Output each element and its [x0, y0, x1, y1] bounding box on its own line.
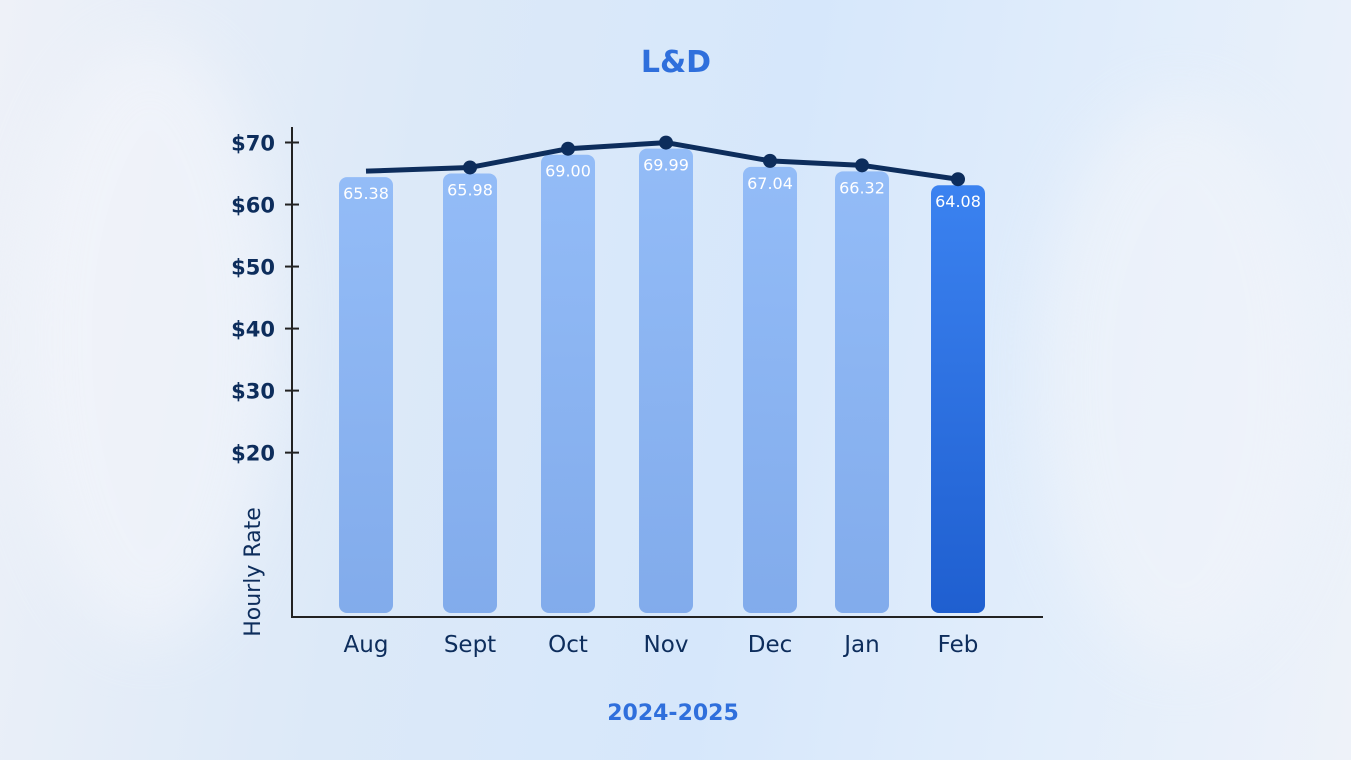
background-blob	[1040, 100, 1320, 660]
x-tick-label: Oct	[548, 632, 588, 658]
y-tick-label: $60	[231, 194, 275, 218]
x-tick-label: Jan	[842, 632, 879, 658]
data-label: 69.00	[545, 162, 591, 181]
line-point	[659, 135, 673, 150]
bar-oct	[541, 154, 595, 613]
x-tick-label: Sept	[444, 632, 496, 658]
x-tick-label: Feb	[938, 632, 979, 658]
bar-dec	[743, 166, 797, 613]
chart-title: L&D	[641, 45, 711, 80]
y-axis-label: Hourly Rate	[241, 507, 266, 637]
background-blob	[20, 40, 280, 640]
bar-aug	[339, 177, 393, 613]
line-point	[951, 172, 965, 187]
y-tick-label: $20	[231, 442, 275, 466]
x-tick-label: Dec	[748, 632, 793, 658]
bar-sept	[443, 173, 497, 614]
data-label: 69.99	[643, 156, 689, 175]
data-label: 66.32	[839, 178, 885, 197]
y-tick-label: $30	[231, 380, 275, 404]
data-label: 65.38	[343, 184, 389, 203]
y-tick-label: $70	[231, 132, 275, 156]
bar-jan	[835, 171, 889, 613]
y-tick-label: $40	[231, 318, 275, 342]
line-point	[763, 153, 777, 168]
bar-feb	[931, 185, 985, 613]
data-label: 64.08	[935, 192, 981, 211]
x-axis-label: 2024-2025	[607, 701, 739, 726]
line-point	[463, 160, 477, 175]
bar-nov	[639, 148, 693, 613]
data-label: 65.98	[447, 180, 493, 199]
data-label: 67.04	[747, 174, 793, 193]
line-point	[855, 158, 869, 173]
y-tick-label: $50	[231, 256, 275, 280]
x-tick-label: Nov	[644, 632, 689, 658]
x-tick-label: Aug	[344, 632, 389, 658]
line-point	[561, 141, 575, 156]
